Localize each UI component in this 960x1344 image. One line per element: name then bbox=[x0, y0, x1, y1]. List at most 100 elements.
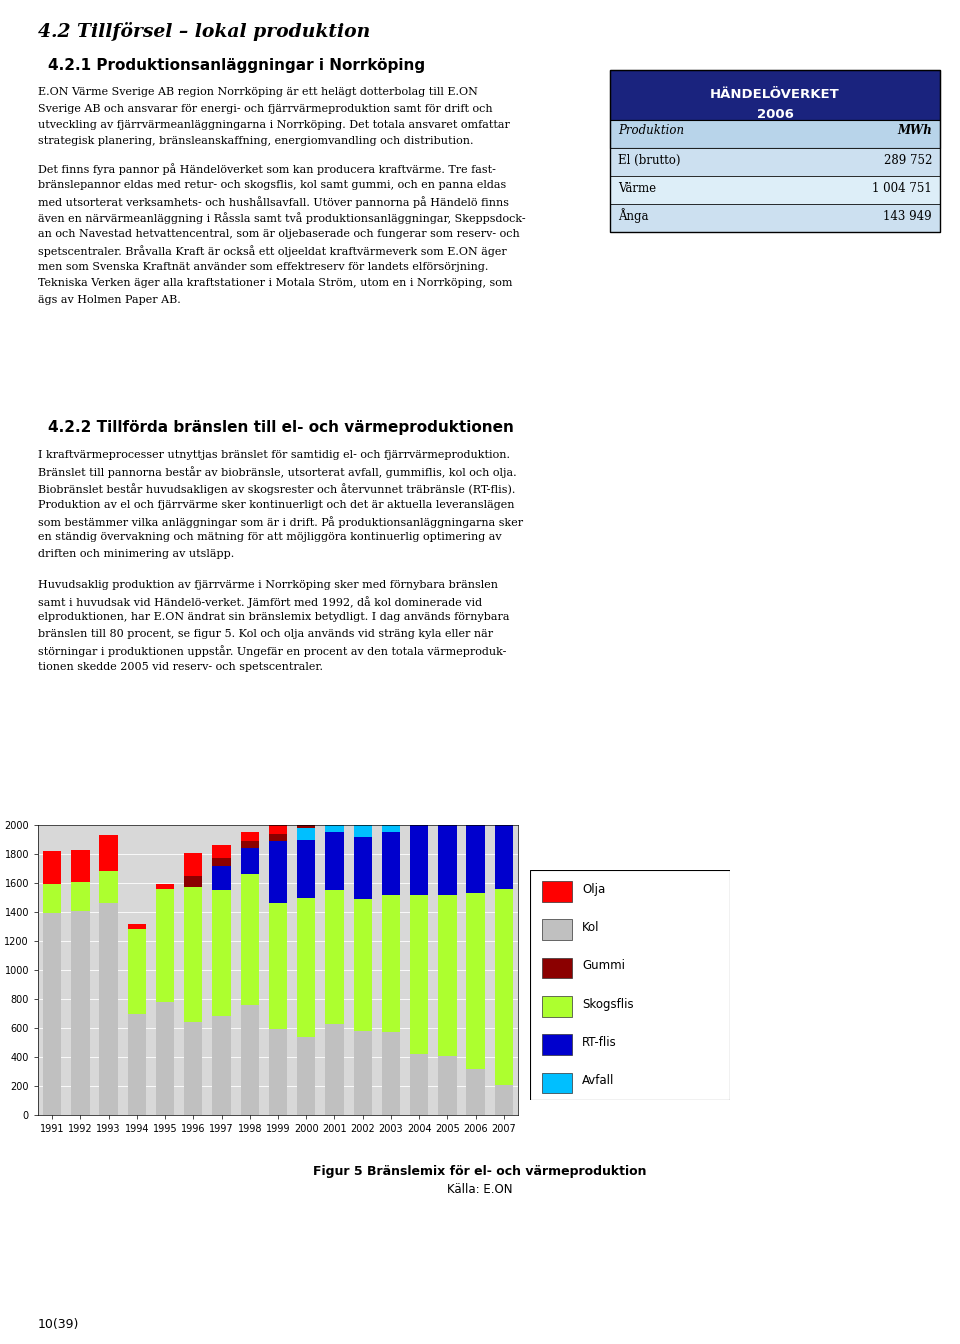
Bar bbox=[71, 882, 89, 910]
Text: elproduktionen, har E.ON ändrat sin bränslemix betydligt. I dag används förnybar: elproduktionen, har E.ON ändrat sin brän… bbox=[38, 613, 510, 622]
Bar bbox=[494, 788, 513, 888]
Text: men som Svenska Kraftnät använder som effektreserv för landets elförsörjning.: men som Svenska Kraftnät använder som ef… bbox=[38, 262, 489, 271]
Bar bbox=[467, 685, 485, 777]
Bar bbox=[382, 832, 400, 895]
Bar bbox=[325, 1024, 344, 1116]
Bar bbox=[410, 790, 428, 895]
Bar bbox=[212, 859, 230, 866]
Text: strategisk planering, bränsleanskaffning, energiomvandling och distribution.: strategisk planering, bränsleanskaffning… bbox=[38, 137, 473, 146]
Bar bbox=[325, 805, 344, 809]
Bar bbox=[467, 894, 485, 1068]
Text: bränslen till 80 procent, se figur 5. Kol och olja används vid sträng kyla eller: bränslen till 80 procent, se figur 5. Ko… bbox=[38, 629, 493, 638]
Bar bbox=[494, 1085, 513, 1116]
Text: Sverige AB och ansvarar för energi- och fjärrvärmeproduktion samt för drift och: Sverige AB och ansvarar för energi- och … bbox=[38, 103, 492, 113]
Bar bbox=[241, 841, 259, 848]
Text: RT-flis: RT-flis bbox=[582, 1036, 616, 1050]
Text: 10(39): 10(39) bbox=[38, 1318, 80, 1331]
Text: som bestämmer vilka anläggningar som är i drift. På produktionsanläggningarna sk: som bestämmer vilka anläggningar som är … bbox=[38, 516, 523, 528]
Bar bbox=[542, 919, 572, 941]
Bar bbox=[184, 887, 203, 1023]
Text: Källa: E.ON: Källa: E.ON bbox=[447, 1183, 513, 1196]
Text: en ständig övervakning och mätning för att möjliggöra kontinuerlig optimering av: en ständig övervakning och mätning för a… bbox=[38, 532, 502, 543]
Bar bbox=[184, 852, 203, 876]
Bar bbox=[128, 930, 146, 1013]
Text: driften och minimering av utsläpp.: driften och minimering av utsläpp. bbox=[38, 548, 234, 559]
Bar bbox=[410, 759, 428, 767]
Bar bbox=[438, 722, 457, 792]
Bar bbox=[156, 888, 174, 1001]
Bar bbox=[156, 1001, 174, 1116]
Text: Produktion av el och fjärrvärme sker kontinuerligt och det är aktuella leveransl: Produktion av el och fjärrvärme sker kon… bbox=[38, 500, 515, 509]
Bar bbox=[438, 792, 457, 895]
Text: med utsorterat verksamhets- och hushållsavfall. Utöver pannorna på Händelö finns: med utsorterat verksamhets- och hushålls… bbox=[38, 196, 509, 208]
Text: 143 949: 143 949 bbox=[883, 210, 932, 223]
Bar bbox=[71, 910, 89, 1116]
Bar bbox=[353, 802, 372, 810]
Text: samt i huvudsak vid Händelö-verket. Jämfört med 1992, då kol dominerade vid: samt i huvudsak vid Händelö-verket. Jämf… bbox=[38, 595, 482, 607]
Text: Biobränslet består huvudsakligen av skogsrester och återvunnet träbränsle (RT-fl: Biobränslet består huvudsakligen av skog… bbox=[38, 482, 516, 495]
Text: Kol: Kol bbox=[582, 921, 599, 934]
Bar bbox=[297, 821, 316, 828]
Bar bbox=[184, 1023, 203, 1116]
Bar bbox=[353, 810, 372, 823]
Text: Bränslet till pannorna består av biobränsle, utsorterat avfall, gummiflis, kol o: Bränslet till pannorna består av biobrän… bbox=[38, 466, 516, 478]
Text: Värme: Värme bbox=[618, 181, 656, 195]
Bar bbox=[269, 1030, 287, 1116]
Bar bbox=[467, 669, 485, 675]
Bar bbox=[325, 832, 344, 890]
Bar bbox=[610, 70, 940, 120]
Bar bbox=[467, 675, 485, 685]
Text: tionen skedde 2005 vid reserv- och spetscentraler.: tionen skedde 2005 vid reserv- och spets… bbox=[38, 663, 323, 672]
Text: 289 752: 289 752 bbox=[883, 153, 932, 167]
Text: Olja: Olja bbox=[582, 883, 605, 895]
Bar bbox=[241, 875, 259, 1005]
Bar bbox=[610, 176, 940, 204]
Text: Produktion: Produktion bbox=[618, 124, 684, 137]
Bar bbox=[610, 120, 940, 148]
Bar bbox=[467, 1068, 485, 1116]
Text: HÄNDELÖVERKET: HÄNDELÖVERKET bbox=[710, 87, 840, 101]
Bar bbox=[269, 841, 287, 903]
Bar bbox=[410, 767, 428, 778]
Text: bränslepannor eldas med retur- och skogsflis, kol samt gummi, och en panna eldas: bränslepannor eldas med retur- och skogs… bbox=[38, 180, 506, 190]
Bar bbox=[128, 925, 146, 930]
Bar bbox=[382, 895, 400, 1032]
Bar bbox=[438, 711, 457, 722]
Bar bbox=[212, 1016, 230, 1116]
Bar bbox=[610, 148, 940, 176]
Bar bbox=[297, 1036, 316, 1116]
Text: 1 004 751: 1 004 751 bbox=[873, 181, 932, 195]
Bar bbox=[269, 903, 287, 1030]
Bar bbox=[325, 809, 344, 821]
Text: MWh: MWh bbox=[898, 124, 932, 137]
Bar bbox=[297, 828, 316, 840]
Bar bbox=[610, 204, 940, 233]
Bar bbox=[184, 876, 203, 887]
Bar bbox=[100, 871, 118, 903]
Bar bbox=[494, 718, 513, 788]
Bar bbox=[241, 848, 259, 875]
Text: 4.2 Tillförsel – lokal produktion: 4.2 Tillförsel – lokal produktion bbox=[38, 22, 371, 42]
Bar bbox=[297, 840, 316, 898]
Bar bbox=[241, 1005, 259, 1116]
Bar bbox=[353, 836, 372, 899]
Text: an och Navestad hetvattencentral, som är oljebaserade och fungerar som reserv- o: an och Navestad hetvattencentral, som är… bbox=[38, 228, 519, 239]
Bar bbox=[610, 70, 940, 233]
Bar bbox=[494, 706, 513, 718]
Bar bbox=[325, 890, 344, 1024]
Bar bbox=[542, 1035, 572, 1055]
Text: Tekniska Verken äger alla kraftstationer i Motala Ström, utom en i Norrköping, s: Tekniska Verken äger alla kraftstationer… bbox=[38, 278, 513, 289]
Bar bbox=[353, 899, 372, 1031]
Text: Gummi: Gummi bbox=[582, 960, 625, 972]
Bar bbox=[212, 890, 230, 1016]
Bar bbox=[297, 898, 316, 1036]
Bar bbox=[269, 825, 287, 833]
Bar bbox=[43, 851, 61, 884]
Bar bbox=[438, 895, 457, 1055]
Text: Skogsflis: Skogsflis bbox=[582, 997, 634, 1011]
Bar bbox=[542, 958, 572, 978]
Bar bbox=[128, 1013, 146, 1116]
Bar bbox=[353, 823, 372, 836]
Bar bbox=[467, 777, 485, 894]
Text: I kraftvärmeprocesser utnyttjas bränslet för samtidig el- och fjärrvärmeprodukti: I kraftvärmeprocesser utnyttjas bränslet… bbox=[38, 450, 510, 460]
